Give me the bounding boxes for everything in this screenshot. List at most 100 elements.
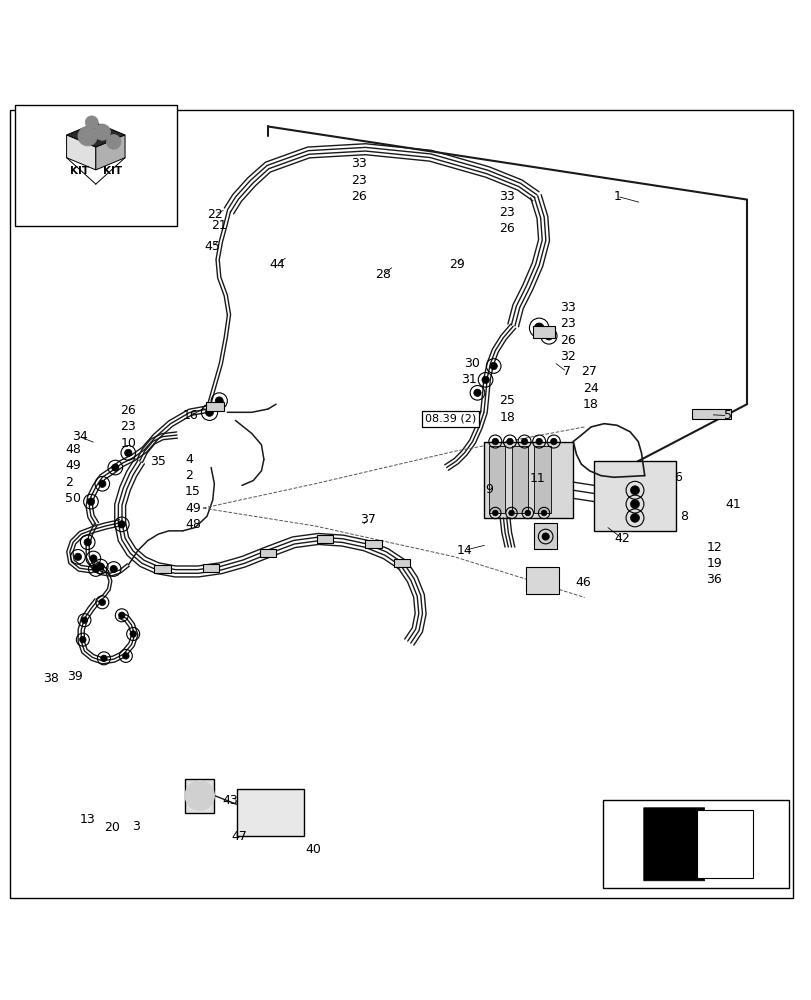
Circle shape xyxy=(534,323,543,333)
Bar xyxy=(185,779,213,813)
Bar xyxy=(534,446,550,513)
Text: 23: 23 xyxy=(120,420,135,433)
Text: 39: 39 xyxy=(67,670,83,683)
Text: 4: 4 xyxy=(185,453,193,466)
Bar xyxy=(15,105,177,226)
Circle shape xyxy=(544,332,552,340)
Circle shape xyxy=(79,636,86,643)
Text: 42: 42 xyxy=(613,532,629,545)
Text: 23: 23 xyxy=(499,206,514,219)
Text: 2: 2 xyxy=(185,469,193,482)
Text: 28: 28 xyxy=(375,268,391,281)
Circle shape xyxy=(629,486,639,495)
Circle shape xyxy=(98,480,105,487)
Circle shape xyxy=(89,555,97,562)
Circle shape xyxy=(84,539,91,546)
Circle shape xyxy=(473,389,480,396)
Bar xyxy=(602,800,788,888)
Bar xyxy=(534,523,556,549)
Circle shape xyxy=(205,408,213,416)
Text: 37: 37 xyxy=(359,513,375,526)
Text: 29: 29 xyxy=(448,258,465,271)
Circle shape xyxy=(489,362,496,370)
Text: 7: 7 xyxy=(562,365,570,378)
Text: 21: 21 xyxy=(211,219,227,232)
Text: 10: 10 xyxy=(120,437,136,450)
Circle shape xyxy=(111,464,118,471)
Text: 31: 31 xyxy=(461,373,477,386)
Circle shape xyxy=(78,126,97,146)
Text: 27: 27 xyxy=(581,365,597,378)
Text: 41: 41 xyxy=(724,498,740,511)
Text: 45: 45 xyxy=(204,240,221,253)
Circle shape xyxy=(118,521,125,528)
Text: 48: 48 xyxy=(185,518,201,531)
Text: KIT: KIT xyxy=(102,166,122,176)
Circle shape xyxy=(75,553,81,560)
Text: 50: 50 xyxy=(65,492,81,505)
Text: 33: 33 xyxy=(350,157,366,170)
Text: 49: 49 xyxy=(185,502,200,515)
Bar xyxy=(203,564,219,572)
Text: 48: 48 xyxy=(65,443,81,456)
Bar xyxy=(206,402,224,411)
Text: KIT: KIT xyxy=(70,166,89,176)
Bar xyxy=(488,446,504,513)
Text: 46: 46 xyxy=(574,576,590,589)
Circle shape xyxy=(491,510,497,516)
Text: 17: 17 xyxy=(441,415,457,428)
Text: 24: 24 xyxy=(582,382,598,395)
Circle shape xyxy=(491,438,498,445)
Text: 13: 13 xyxy=(79,813,96,826)
Text: 35: 35 xyxy=(149,455,165,468)
Text: 5: 5 xyxy=(723,409,731,422)
Bar xyxy=(260,549,276,557)
Text: 1: 1 xyxy=(612,190,620,203)
Circle shape xyxy=(481,376,488,383)
Text: 6: 6 xyxy=(673,471,681,484)
Circle shape xyxy=(130,631,136,637)
Bar xyxy=(316,535,333,543)
Circle shape xyxy=(88,498,94,505)
Text: 2: 2 xyxy=(65,476,73,489)
Text: 26: 26 xyxy=(560,334,575,347)
Circle shape xyxy=(629,500,639,509)
Text: 23: 23 xyxy=(350,174,366,187)
Circle shape xyxy=(524,510,530,516)
Text: 12: 12 xyxy=(706,541,721,554)
Text: 18: 18 xyxy=(499,411,515,424)
Bar xyxy=(511,446,527,513)
Circle shape xyxy=(535,438,542,445)
Text: 40: 40 xyxy=(305,843,321,856)
Circle shape xyxy=(542,533,548,540)
Circle shape xyxy=(185,781,214,810)
Text: 16: 16 xyxy=(182,409,199,422)
Text: 18: 18 xyxy=(582,398,599,412)
Polygon shape xyxy=(67,135,96,170)
Text: 23: 23 xyxy=(560,317,575,330)
Polygon shape xyxy=(643,808,736,881)
Text: 47: 47 xyxy=(231,830,247,843)
Text: 26: 26 xyxy=(499,222,514,235)
Circle shape xyxy=(85,116,98,129)
Text: 15: 15 xyxy=(185,485,201,498)
Polygon shape xyxy=(696,810,753,878)
Polygon shape xyxy=(96,135,125,170)
Text: 26: 26 xyxy=(120,404,135,417)
Bar xyxy=(365,540,381,548)
Circle shape xyxy=(540,510,546,516)
Text: 25: 25 xyxy=(499,394,515,407)
Circle shape xyxy=(110,565,117,573)
Circle shape xyxy=(97,563,104,570)
Circle shape xyxy=(94,124,110,140)
Circle shape xyxy=(629,513,639,522)
Circle shape xyxy=(118,612,125,619)
Text: 33: 33 xyxy=(560,301,575,314)
Text: 30: 30 xyxy=(463,357,479,370)
Text: 44: 44 xyxy=(269,258,285,271)
Text: 34: 34 xyxy=(71,430,88,443)
Circle shape xyxy=(550,438,556,445)
Bar xyxy=(483,442,573,518)
Text: 49: 49 xyxy=(65,459,80,472)
Circle shape xyxy=(215,397,223,405)
